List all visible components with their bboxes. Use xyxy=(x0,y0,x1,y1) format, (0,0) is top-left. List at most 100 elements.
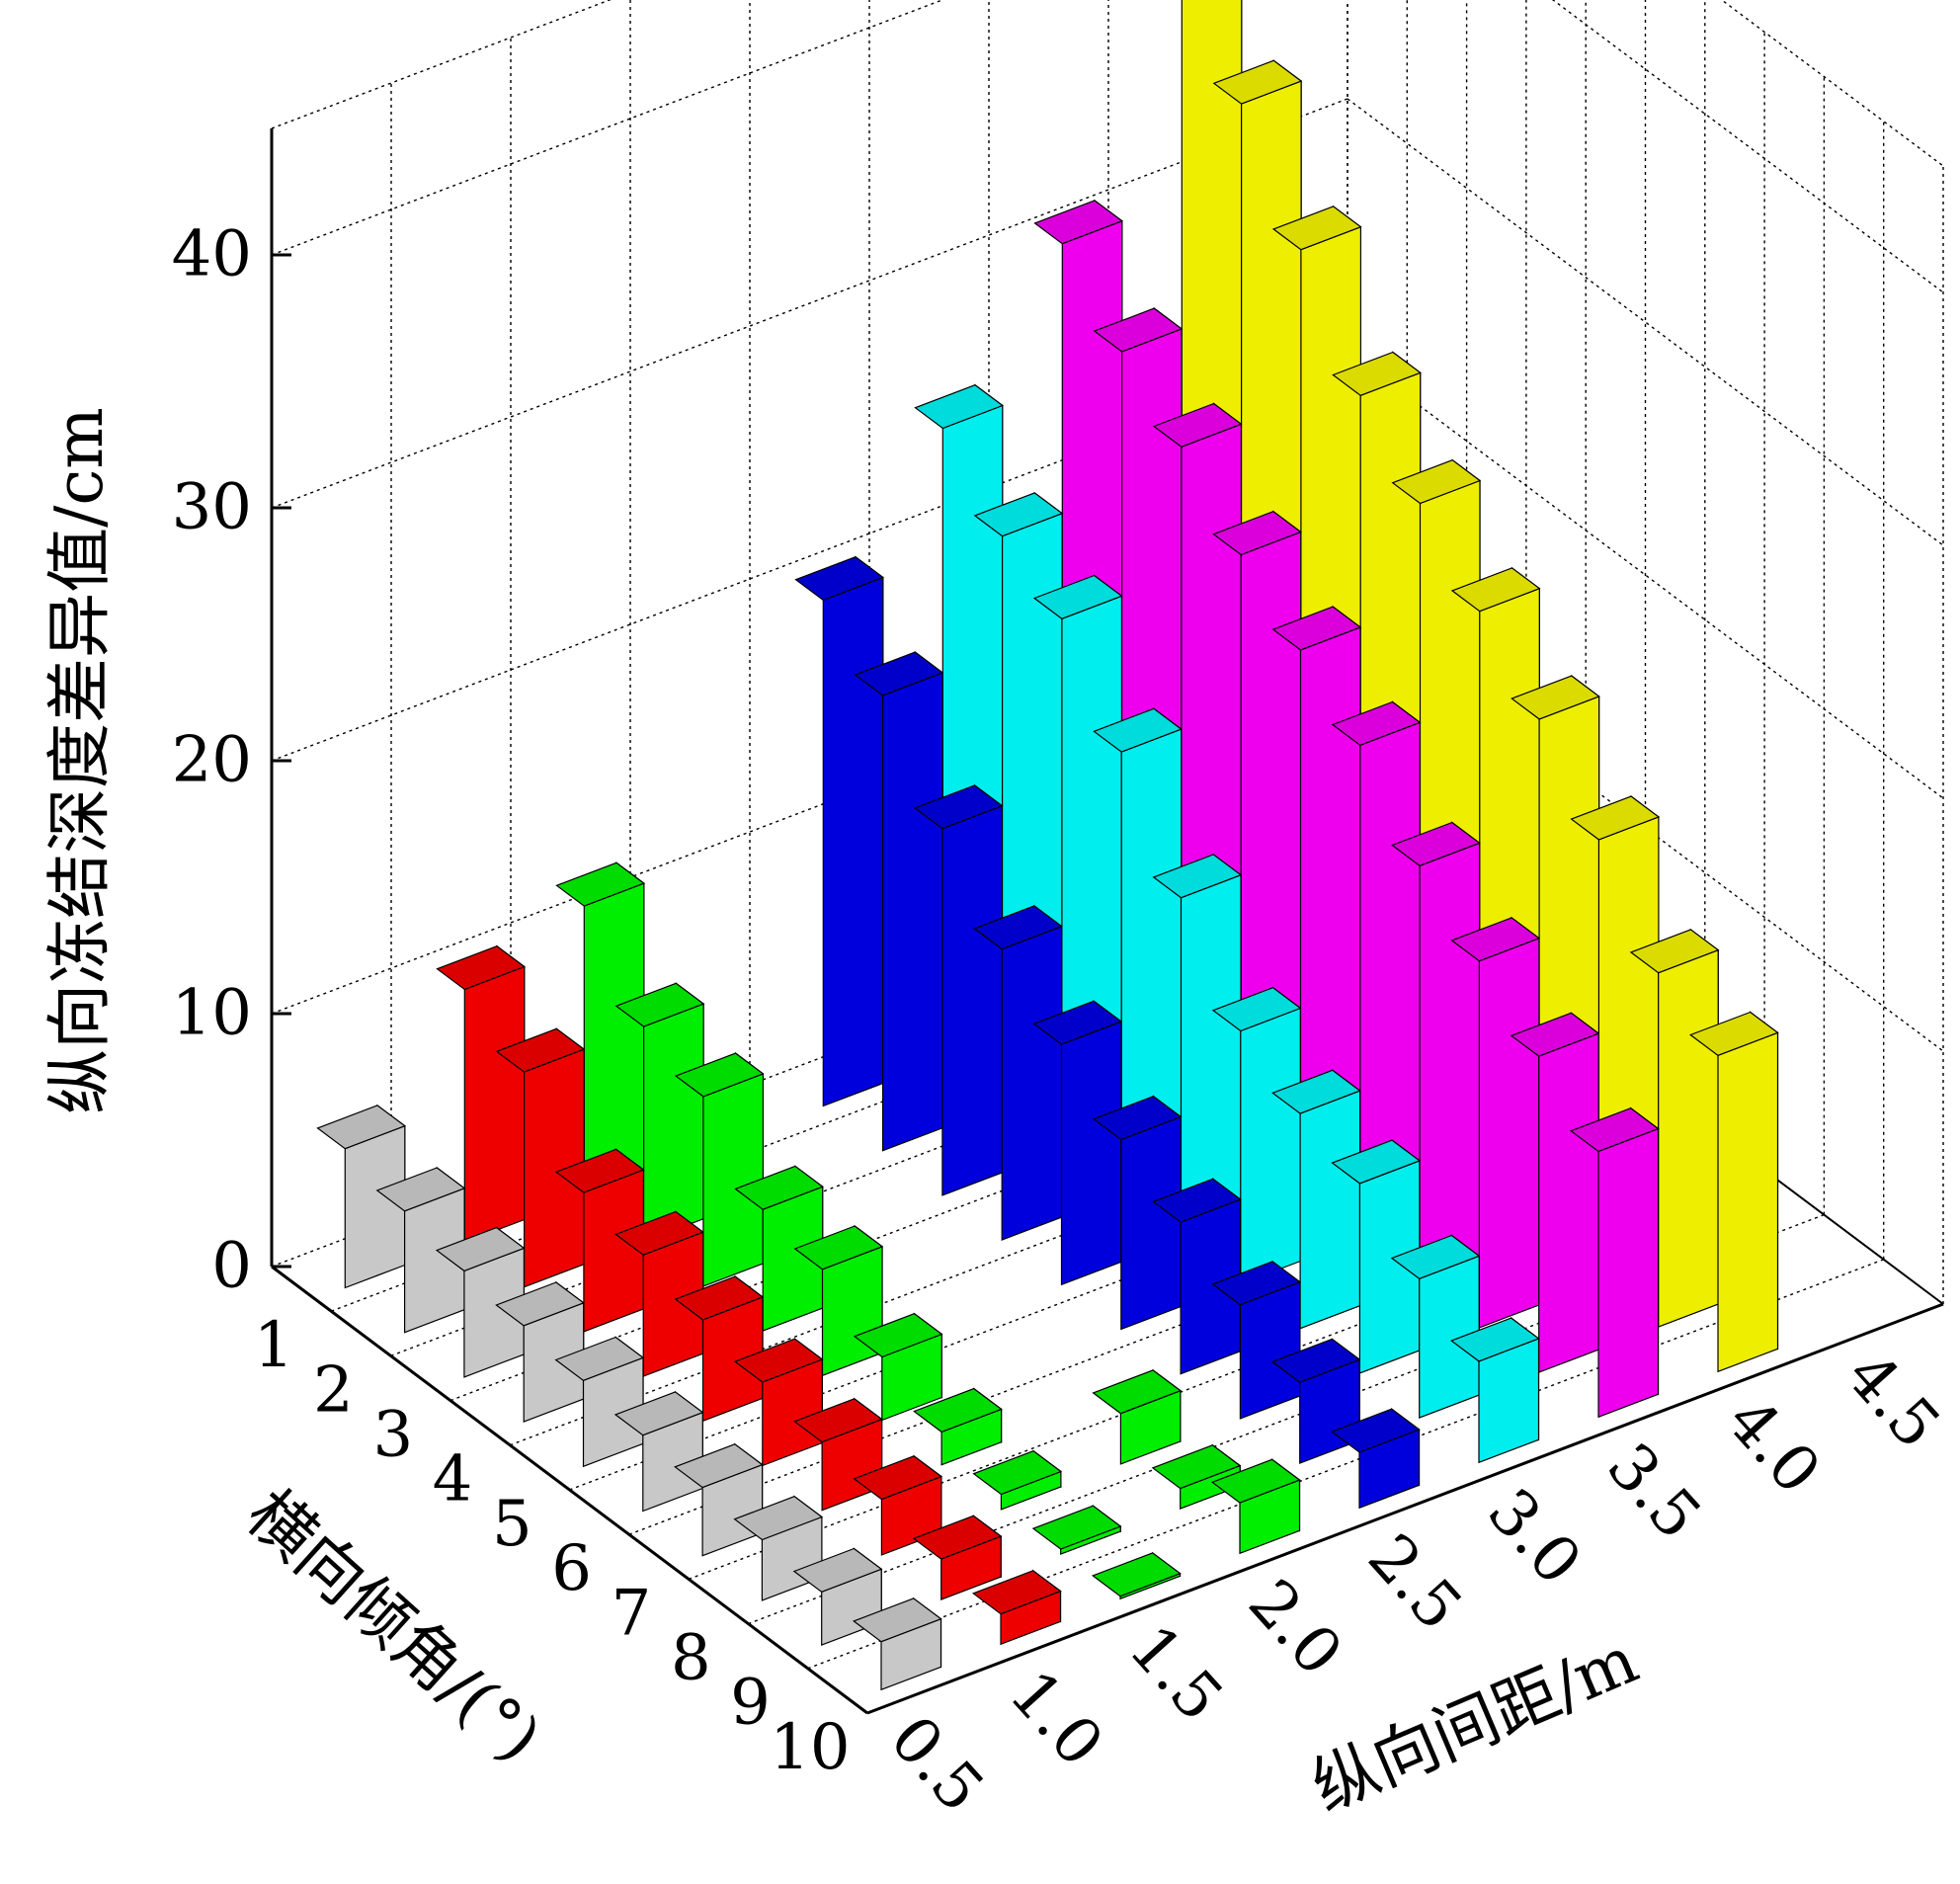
bar-top-face xyxy=(854,651,944,696)
bar-top-face xyxy=(614,1210,704,1256)
y-tick-label: 1.0 xyxy=(995,1657,1116,1780)
grid-line xyxy=(271,351,1348,762)
bar-front-face xyxy=(583,1169,645,1333)
bar-top-face xyxy=(793,1225,884,1270)
bar-front-face xyxy=(881,672,943,1152)
y-tick-label: 3.5 xyxy=(1592,1430,1714,1553)
bar-top-face xyxy=(1092,1096,1183,1141)
floor-grid-line xyxy=(807,1259,1884,1670)
bar-front-face xyxy=(1240,1007,1301,1285)
bar-top-face xyxy=(1449,1317,1540,1362)
floor-grid-line xyxy=(390,945,1467,1357)
bar-front-face xyxy=(941,804,1004,1196)
bar-top-face xyxy=(1031,1505,1122,1550)
bar-top-face xyxy=(674,1052,765,1098)
bar-top-face xyxy=(554,1148,645,1193)
bar-top-face xyxy=(971,1570,1062,1615)
bar-top-face xyxy=(912,1515,1003,1560)
bar-front-face xyxy=(1060,1021,1122,1286)
grid-line xyxy=(271,0,944,256)
z-tick-label: 0 xyxy=(211,1230,252,1303)
bar-top-face xyxy=(734,1165,824,1210)
bar-top-face xyxy=(733,1338,824,1383)
bar-top-face xyxy=(1331,700,1422,746)
floor-grid-line xyxy=(748,1213,1825,1625)
bar-top-face xyxy=(1032,1000,1123,1045)
floor-grid-line xyxy=(331,901,1408,1312)
bar-top-face xyxy=(1093,307,1184,353)
x-tick-label: 4 xyxy=(433,1443,473,1516)
bar-top-face xyxy=(1092,1369,1183,1415)
bar-top-face xyxy=(1151,1444,1242,1490)
floor-grid-line xyxy=(449,990,1527,1402)
bar-front-face xyxy=(463,965,526,1244)
bar-top-face xyxy=(555,861,646,907)
bar-top-face xyxy=(1688,1011,1779,1056)
floor-grid-line xyxy=(509,1035,1587,1446)
bar-top-face xyxy=(1152,402,1243,448)
bar-top-face xyxy=(436,945,527,991)
bar-top-face xyxy=(1211,1261,1302,1306)
bar-top-face xyxy=(375,1167,466,1212)
bar-top-face xyxy=(1450,567,1541,613)
bar-top-face xyxy=(1271,1069,1361,1114)
y-tick-label: 4.0 xyxy=(1712,1384,1834,1508)
bar-top-face xyxy=(1331,1139,1422,1185)
z-tick-label: 40 xyxy=(172,218,252,291)
y-tick-label: 1.5 xyxy=(1114,1611,1236,1735)
bar-top-face xyxy=(495,1281,585,1327)
bar-top-face xyxy=(1450,917,1541,962)
bar-top-face xyxy=(1032,574,1123,619)
z-tick-label: 30 xyxy=(172,471,252,544)
bar-top-face xyxy=(794,556,885,602)
z-tick-label: 10 xyxy=(172,977,252,1050)
bar-front-face xyxy=(1239,1280,1301,1420)
grid-line xyxy=(271,98,1348,509)
bar-top-face xyxy=(1211,987,1302,1032)
x-tick-label: 5 xyxy=(492,1488,532,1561)
y-tick-label: 2.5 xyxy=(1353,1520,1475,1644)
bar-front-face xyxy=(1478,937,1540,1329)
bar-top-face xyxy=(1210,1458,1301,1504)
bar-top-face xyxy=(1091,1552,1182,1597)
bar-front-face xyxy=(642,1003,704,1243)
z-axis-title: 纵向冻结深度差异值/cm xyxy=(41,407,118,1114)
bar-front-face xyxy=(1419,842,1481,1284)
bar-top-face xyxy=(973,905,1063,950)
bar-top-face xyxy=(1271,606,1362,651)
y-tick-label: 0.5 xyxy=(875,1702,997,1826)
bar-top-face xyxy=(1511,675,1600,720)
bar-top-face xyxy=(1033,200,1124,245)
bar-top-face xyxy=(674,1275,765,1321)
bar-top-face xyxy=(1152,854,1243,899)
bar-top-face xyxy=(1330,1408,1421,1453)
bar-top-face xyxy=(914,384,1005,430)
bar-front-face xyxy=(822,576,884,1107)
x-tick-label: 7 xyxy=(612,1577,652,1650)
bar-top-face xyxy=(1569,1107,1660,1153)
y-axis xyxy=(866,1302,1944,1715)
bar-top-face xyxy=(733,1496,824,1541)
bar-front-face xyxy=(1658,948,1719,1328)
bar-top-face xyxy=(973,492,1064,537)
x-tick-label: 2 xyxy=(313,1353,354,1427)
bar-top-face xyxy=(614,982,705,1027)
bar-top-face xyxy=(1212,511,1302,556)
bar-top-face xyxy=(913,1387,1003,1433)
grid-line xyxy=(271,604,1348,1015)
x-axis xyxy=(271,1265,868,1715)
z-tick-label: 20 xyxy=(172,724,252,797)
y-tick-label: 2.0 xyxy=(1234,1566,1355,1689)
bar-top-face xyxy=(1391,821,1481,866)
bar-top-face xyxy=(495,1027,586,1073)
bar-top-face xyxy=(1152,1178,1242,1223)
bar-top-face xyxy=(1271,205,1362,251)
bar-top-face xyxy=(1390,1234,1481,1279)
x-tick-label: 9 xyxy=(730,1667,771,1740)
bar-front-face xyxy=(1717,1031,1779,1373)
bar-top-face xyxy=(435,1226,526,1272)
floor-grid-line xyxy=(271,857,1348,1268)
bar-top-face xyxy=(913,784,1004,830)
bar-top-face xyxy=(554,1336,645,1381)
